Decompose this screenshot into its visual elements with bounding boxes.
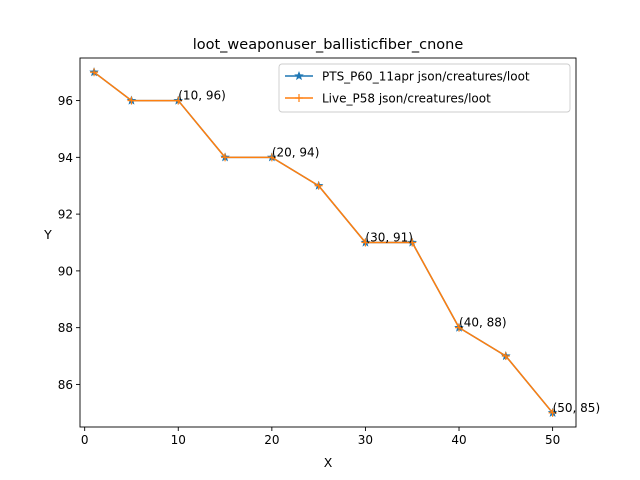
point-annotation: (20, 94) xyxy=(272,145,320,159)
legend: PTS_P60_11apr json/creatures/loot Live_P5… xyxy=(278,63,571,113)
series-2-point xyxy=(548,408,557,417)
point-annotation: (30, 91) xyxy=(365,231,413,245)
x-axis-label: X xyxy=(324,455,333,470)
series-2-point xyxy=(361,238,370,247)
y-tick-label: 86 xyxy=(58,378,73,392)
legend-box xyxy=(278,63,571,113)
plot-area: 0 10 20 30 40 50 86 88 90 92 94 96 (10, 96) (20, 94) (… xyxy=(58,57,601,447)
x-tick-label: 20 xyxy=(264,433,279,447)
legend-marker-2 xyxy=(295,94,303,102)
y-tick-label: 88 xyxy=(58,321,73,335)
x-tick-label: 50 xyxy=(545,433,560,447)
series-2-point xyxy=(267,153,276,162)
y-tick-label: 94 xyxy=(58,151,73,165)
legend-label-2: Live_P58 json/creatures/loot xyxy=(322,92,491,106)
series-2-point xyxy=(314,181,323,190)
axes-frame xyxy=(79,57,577,428)
x-tick-label: 10 xyxy=(171,433,186,447)
series-2-point xyxy=(501,352,510,361)
point-annotation: (50, 85) xyxy=(553,401,601,415)
series-2-point xyxy=(221,153,230,162)
series-2-point xyxy=(127,96,136,105)
chart-title: loot_weaponuser_ballisticfiber_cnone xyxy=(193,37,464,53)
series-2-point xyxy=(174,96,183,105)
y-tick-label: 96 xyxy=(58,94,73,108)
legend-marker-1 xyxy=(294,70,304,81)
y-axis-label: Y xyxy=(43,227,52,242)
legend-label-1: PTS_P60_11apr json/creatures/loot xyxy=(322,70,530,84)
x-tick-label: 0 xyxy=(81,433,89,447)
series-2-point xyxy=(455,323,464,332)
series-2-point xyxy=(408,238,417,247)
series-2-point xyxy=(90,68,99,77)
point-annotation: (10, 96) xyxy=(178,89,226,103)
y-tick-label: 90 xyxy=(58,264,73,278)
x-tick-label: 30 xyxy=(358,433,373,447)
y-tick-label: 92 xyxy=(58,208,73,222)
point-annotation: (40, 88) xyxy=(459,316,507,330)
x-tick-label: 40 xyxy=(451,433,466,447)
